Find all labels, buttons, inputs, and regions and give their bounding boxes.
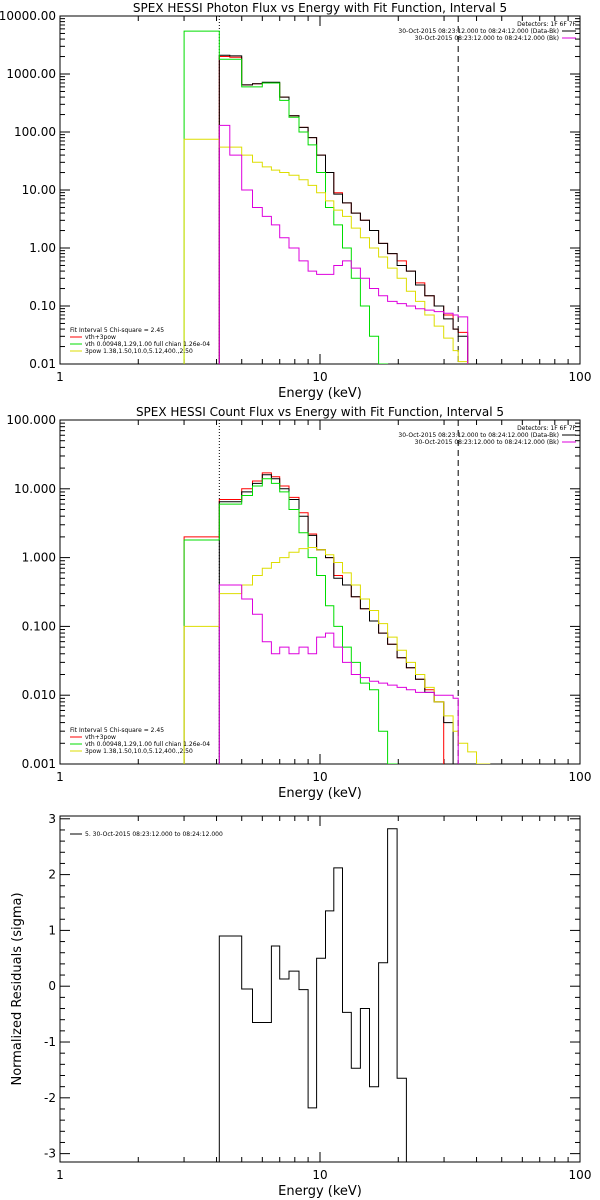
legend-heading: Detectors: 1F 6F 7F bbox=[517, 21, 576, 28]
fit-legend-entry: vth 0.00948,1.29,1.00 full chian 1.26e-0… bbox=[85, 741, 210, 748]
series-line-3 bbox=[183, 30, 389, 364]
y-tick-label: 0.100 bbox=[22, 619, 56, 633]
chart-title: SPEX HESSI Photon Flux vs Energy with Fi… bbox=[133, 1, 507, 15]
legend-entry: 30-Oct-2015 08:23:12.000 to 08:24:12.000… bbox=[415, 439, 559, 446]
fit-legend: Fit Interval 5 Chi-square = 2.45vth+3pow… bbox=[70, 727, 210, 755]
legend-entry: 30-Oct-2015 08:23:12.000 to 08:24:12.000… bbox=[398, 28, 559, 35]
plot-area bbox=[183, 16, 469, 364]
x-tick-label: 100 bbox=[569, 370, 592, 384]
fit-legend-entry: vth+3pow bbox=[85, 334, 116, 341]
y-tick-label: 1000.00 bbox=[6, 67, 56, 81]
legend-heading: Detectors: 1F 6F 7F bbox=[517, 425, 576, 432]
plot-frame bbox=[59, 815, 581, 1163]
x-tick-label: 1 bbox=[56, 1168, 64, 1182]
y-tick-label: -1 bbox=[44, 1035, 56, 1049]
legend-entry: 30-Oct-2015 08:23:12.000 to 08:24:12.000… bbox=[398, 432, 559, 439]
series-line-3 bbox=[183, 478, 398, 764]
y-tick-label: 0.01 bbox=[29, 357, 56, 371]
fit-legend-entry: 3pow 1.38,1.50,10.0,5.12,400.,2.50 bbox=[85, 748, 193, 755]
series-line-1 bbox=[183, 472, 445, 764]
chart-title: SPEX HESSI Count Flux vs Energy with Fit… bbox=[136, 405, 504, 419]
series-line-4 bbox=[183, 138, 469, 364]
y-tick-label: 0.001 bbox=[22, 757, 56, 771]
plot-frame bbox=[59, 15, 581, 365]
y-tick-label: 3 bbox=[48, 812, 56, 826]
y-axis-label: Normalized Residuals (sigma) bbox=[10, 892, 25, 1085]
series-line-5 bbox=[218, 584, 459, 764]
x-tick-label: 10 bbox=[312, 770, 327, 784]
y-tick-label: -2 bbox=[44, 1091, 56, 1105]
fit-legend-entry: vth+3pow bbox=[85, 734, 116, 741]
x-tick-label: 10 bbox=[312, 370, 327, 384]
legend-entry: 30-Oct-2015 08:23:12.000 to 08:24:12.000… bbox=[415, 35, 559, 42]
x-tick-label: 10 bbox=[312, 1168, 327, 1182]
chart-panel-3: 1 10 100 -3 -2 -1 0 1 2 3 Energy (keV) Normalized R… bbox=[10, 812, 591, 1199]
x-tick-label: 1 bbox=[56, 770, 64, 784]
series-line-1 bbox=[218, 56, 469, 364]
x-axis-label: Energy (keV) bbox=[278, 786, 362, 801]
fit-legend-entry: 3pow 1.38,1.50,10.0,5.12,400.,2.50 bbox=[85, 348, 193, 355]
y-tick-label: 0.010 bbox=[22, 688, 56, 702]
y-tick-label: 10000.00 bbox=[0, 9, 56, 23]
x-axis-label: Energy (keV) bbox=[278, 386, 362, 401]
series-line-2 bbox=[218, 54, 469, 364]
legend-entry: 5. 30-Oct-2015 08:23:12.000 to 08:24:12.… bbox=[85, 831, 223, 838]
chart-panel-2: SPEX HESSI Count Flux vs Energy with Fit… bbox=[6, 405, 591, 801]
x-axis-label: Energy (keV) bbox=[278, 1184, 362, 1199]
y-tick-label: 10.00 bbox=[22, 183, 56, 197]
y-tick-label: 0 bbox=[48, 979, 56, 993]
y-tick-label: 1.00 bbox=[29, 241, 56, 255]
x-tick-label: 1 bbox=[56, 370, 64, 384]
y-tick-label: 0.10 bbox=[29, 299, 56, 313]
fit-legend-heading: Fit Interval 5 Chi-square = 2.45 bbox=[70, 327, 164, 334]
plot-area bbox=[218, 828, 407, 1162]
chart-panel-1: SPEX HESSI Photon Flux vs Energy with Fi… bbox=[0, 1, 591, 401]
x-tick-label: 100 bbox=[569, 770, 592, 784]
y-tick-label: 10.000 bbox=[14, 482, 56, 496]
y-tick-label: 100.000 bbox=[6, 413, 56, 427]
series-line-1 bbox=[218, 828, 407, 1162]
plot-area bbox=[183, 420, 491, 764]
y-tick-label: 100.00 bbox=[14, 125, 56, 139]
y-tick-label: 1.000 bbox=[22, 551, 56, 565]
y-tick-label: 2 bbox=[48, 868, 56, 882]
series-line-4 bbox=[183, 547, 491, 764]
y-tick-label: 1 bbox=[48, 923, 56, 937]
plot-frame bbox=[59, 419, 581, 765]
legend-top-left: 5. 30-Oct-2015 08:23:12.000 to 08:24:12.… bbox=[70, 831, 223, 838]
series-line-2 bbox=[218, 474, 454, 764]
y-tick-label: -3 bbox=[44, 1147, 56, 1161]
fit-legend-heading: Fit Interval 5 Chi-square = 2.45 bbox=[70, 727, 164, 734]
series-line-5 bbox=[218, 124, 469, 364]
fit-legend: Fit Interval 5 Chi-square = 2.45vth+3pow… bbox=[70, 327, 210, 355]
x-tick-label: 100 bbox=[569, 1168, 592, 1182]
fit-legend-entry: vth 0.00948,1.29,1.00 full chian 1.26e-0… bbox=[85, 341, 210, 348]
